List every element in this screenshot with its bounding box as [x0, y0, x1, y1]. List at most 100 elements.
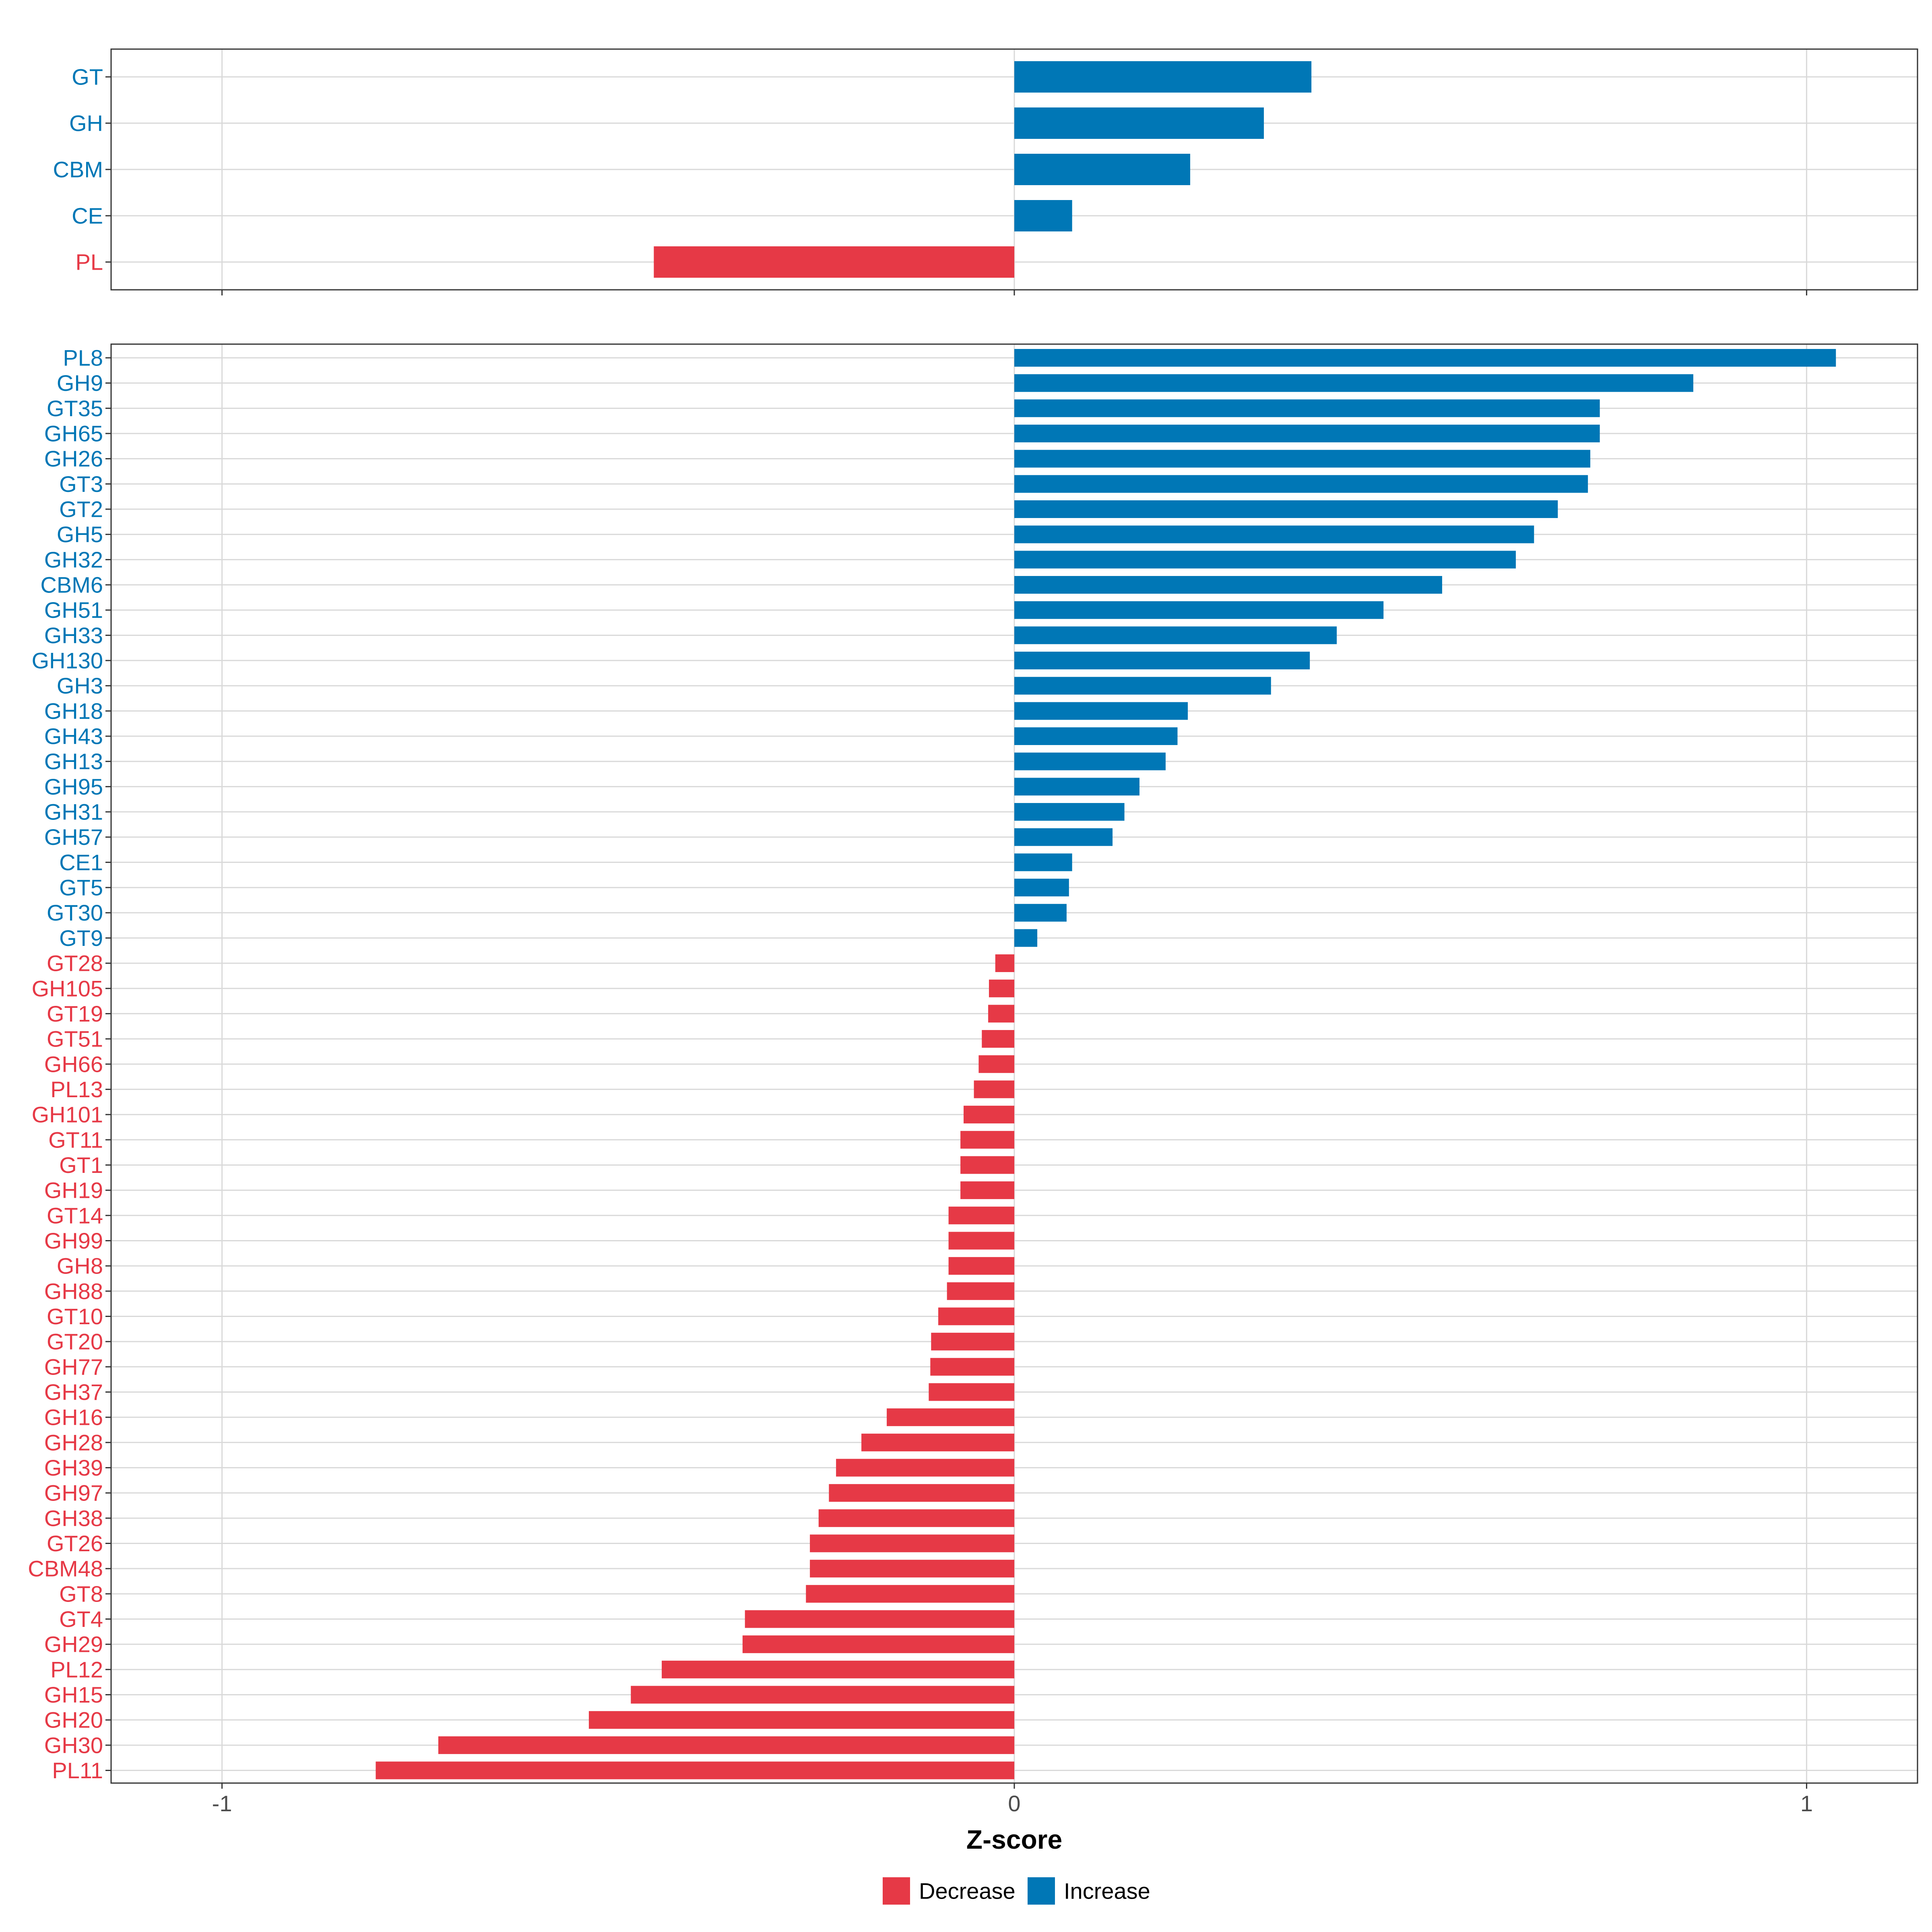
bar-cbm [1014, 154, 1190, 185]
bar-gh66 [978, 1055, 1014, 1073]
y-tick-label: GH15 [44, 1682, 103, 1707]
bar-gt20 [931, 1333, 1014, 1351]
bar-gh88 [947, 1282, 1014, 1300]
y-tick-label: GT35 [47, 396, 103, 421]
bar-pl8 [1014, 349, 1836, 367]
y-tick-label: GH9 [57, 370, 103, 396]
y-tick-label: GH33 [44, 623, 103, 648]
y-tick-label: GH43 [44, 724, 103, 749]
bar-gt5 [1014, 879, 1069, 897]
bar-gt51 [982, 1030, 1014, 1048]
bar-gt14 [948, 1206, 1014, 1224]
x-tick-label: 0 [1008, 1791, 1020, 1816]
y-tick-label: GH37 [44, 1379, 103, 1405]
bar-gh33 [1014, 626, 1337, 644]
y-tick-label: GH30 [44, 1732, 103, 1758]
bar-gh77 [930, 1358, 1014, 1376]
bar-gh19 [960, 1181, 1014, 1199]
y-tick-label: GH88 [44, 1278, 103, 1304]
y-tick-label: GH32 [44, 547, 103, 572]
y-tick-label: GT28 [47, 951, 103, 976]
bar-gh3 [1014, 677, 1271, 695]
y-tick-label: PL [76, 250, 103, 275]
y-tick-label: GH13 [44, 749, 103, 774]
bar-gh13 [1014, 752, 1166, 770]
y-tick-label: GH18 [44, 698, 103, 724]
y-tick-label: CBM48 [28, 1556, 103, 1581]
legend: Decrease Increase [883, 1877, 1150, 1905]
y-tick-label: CBM6 [40, 572, 103, 598]
bar-gt2 [1014, 500, 1558, 518]
y-tick-label: GH105 [32, 976, 103, 1001]
bar-gt3 [1014, 475, 1588, 493]
y-tick-label: GH20 [44, 1707, 103, 1733]
y-tick-label: GH28 [44, 1430, 103, 1455]
y-tick-label: GH51 [44, 597, 103, 623]
y-tick-label: GT4 [59, 1606, 103, 1632]
bar-gh101 [964, 1106, 1014, 1124]
bar-gh38 [818, 1509, 1014, 1527]
bar-pl [654, 246, 1014, 278]
bar-cbm48 [810, 1560, 1014, 1578]
y-tick-label: GT26 [47, 1531, 103, 1556]
y-tick-label: GH16 [44, 1405, 103, 1430]
y-tick-label: GH26 [44, 446, 103, 471]
bar-pl13 [974, 1080, 1014, 1098]
bar-ce [1014, 200, 1072, 231]
y-tick-label: CE1 [59, 850, 103, 875]
y-tick-label: GT5 [59, 875, 103, 900]
bar-gh97 [829, 1484, 1014, 1502]
bar-gh105 [989, 979, 1014, 997]
bar-gt30 [1014, 904, 1067, 922]
bar-gh31 [1014, 803, 1125, 821]
legend-label-decrease: Decrease [919, 1878, 1016, 1904]
bar-gt28 [995, 954, 1014, 972]
y-tick-label: GH77 [44, 1354, 103, 1379]
y-tick-label: GH [69, 111, 103, 136]
y-tick-label: CE [72, 203, 103, 229]
y-tick-label: GT30 [47, 900, 103, 925]
bar-gt1 [960, 1156, 1014, 1174]
legend-label-increase: Increase [1064, 1878, 1150, 1904]
y-tick-label: PL13 [50, 1077, 103, 1102]
bar-gh16 [887, 1408, 1014, 1426]
y-tick-label: GT10 [47, 1304, 103, 1329]
bar-gh99 [948, 1232, 1014, 1250]
y-tick-label: GH130 [32, 648, 103, 673]
x-tick-label: -1 [212, 1791, 232, 1816]
bar-gh28 [861, 1433, 1014, 1451]
bottom-panel: PL8GH9GT35GH65GH26GT3GT2GH5GH32CBM6GH51G… [28, 343, 1918, 1789]
bar-gh26 [1014, 450, 1591, 468]
y-tick-label: CBM [53, 157, 103, 182]
bar-gt9 [1014, 929, 1038, 947]
bar-gt35 [1014, 399, 1600, 417]
y-tick-label: PL11 [52, 1758, 103, 1783]
y-tick-label: GT14 [47, 1203, 103, 1228]
bar-gt11 [960, 1131, 1014, 1149]
bar-gh32 [1014, 551, 1516, 569]
y-tick-label: GH101 [32, 1102, 103, 1127]
bar-cbm6 [1014, 576, 1442, 594]
bar-gh [1014, 107, 1264, 139]
y-tick-label: GT9 [59, 925, 103, 951]
y-tick-label: GT1 [59, 1152, 103, 1178]
y-tick-label: GH3 [57, 673, 103, 698]
bar-gh51 [1014, 601, 1384, 619]
bar-gt [1014, 61, 1312, 93]
y-tick-label: PL8 [63, 345, 103, 371]
y-tick-label: GT8 [59, 1581, 103, 1606]
y-tick-label: GH8 [57, 1253, 103, 1279]
y-tick-label: PL12 [50, 1657, 103, 1682]
y-tick-label: GH5 [57, 522, 103, 547]
y-tick-label: GH19 [44, 1178, 103, 1203]
bar-gh18 [1014, 702, 1188, 720]
bar-gh43 [1014, 727, 1178, 745]
y-tick-label: GT20 [47, 1329, 103, 1354]
bar-pl12 [662, 1660, 1014, 1678]
y-tick-label: GH31 [44, 799, 103, 825]
y-tick-label: GH29 [44, 1632, 103, 1657]
y-tick-label: GT3 [59, 471, 103, 497]
bar-gh130 [1014, 652, 1310, 670]
bar-gh57 [1014, 828, 1113, 846]
